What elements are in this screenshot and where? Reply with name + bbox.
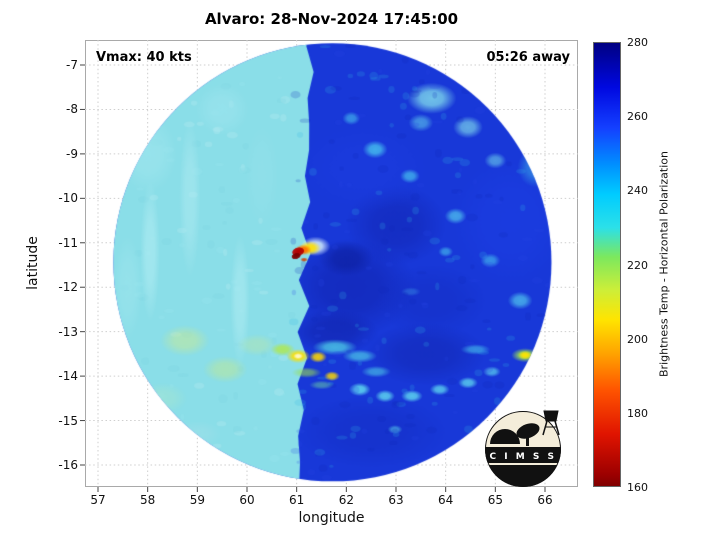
colorbar-tick-label: 180 — [627, 406, 648, 420]
x-tick-label: 62 — [338, 493, 354, 507]
y-tick-label: -8 — [66, 102, 78, 117]
y-tick-label: -12 — [58, 280, 78, 295]
y-axis-label: latitude — [25, 236, 41, 290]
colorbar-tick-label: 260 — [627, 110, 648, 124]
y-tick-label: -7 — [66, 58, 78, 72]
x-tick-label: 64 — [438, 493, 454, 507]
colorbar-tick-label: 280 — [627, 36, 648, 49]
dish-stand — [526, 433, 529, 446]
colorbar-tick-label: 160 — [627, 481, 648, 494]
x-tick-label: 61 — [289, 493, 305, 507]
y-tick-label: -16 — [58, 458, 78, 472]
colorbar-tick-label: 220 — [627, 258, 648, 272]
water-tower-icon — [542, 410, 560, 436]
observatory-dome-icon — [490, 429, 520, 444]
x-tick-label: 58 — [140, 493, 156, 507]
logo-lower-band — [485, 465, 561, 487]
logo-text: C I M S S — [490, 452, 557, 462]
x-tick-label: 63 — [388, 493, 404, 507]
colorbar-label: Brightness Temp - Horizontal Polarizatio… — [657, 151, 671, 377]
y-tick-label: -14 — [58, 369, 78, 384]
y-tick-label: -10 — [58, 191, 78, 206]
x-tick-label: 60 — [239, 493, 255, 507]
time-away-annotation: 05:26 away — [486, 50, 570, 65]
x-tick-label: 57 — [90, 493, 106, 507]
satellite-dish-icon — [516, 423, 540, 439]
figure-title: Alvaro: 28-Nov-2024 17:45:00 — [204, 10, 459, 28]
colorbar-tick-label: 240 — [627, 184, 648, 198]
x-tick-label: 65 — [487, 493, 503, 507]
y-tick-label: -11 — [58, 235, 78, 250]
logo-band — [485, 447, 561, 463]
colorbar — [593, 42, 621, 487]
x-tick-label: 66 — [537, 493, 553, 507]
y-tick-label: -13 — [58, 324, 78, 339]
y-tick-label: -15 — [58, 413, 78, 428]
cimss-logo: C I M S S — [485, 410, 561, 487]
x-axis-label: longitude — [298, 510, 365, 526]
y-tick-label: -9 — [66, 146, 78, 161]
x-tick-label: 59 — [189, 493, 205, 507]
colorbar-tick-label: 200 — [627, 332, 648, 346]
vmax-annotation: Vmax: 40 kts — [96, 50, 192, 65]
